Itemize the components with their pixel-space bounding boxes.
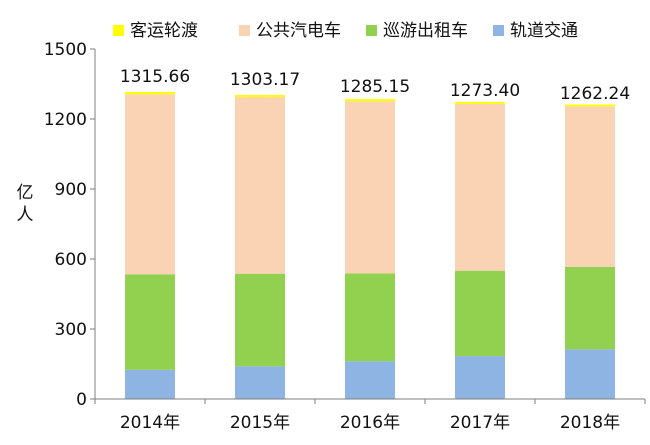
total-label: 1303.17 [230, 70, 300, 90]
legend-swatch [113, 25, 124, 36]
total-label: 1285.15 [340, 77, 410, 97]
bar-segment [125, 274, 175, 370]
bar-segment [235, 94, 285, 98]
x-tick-label: 2014年 [120, 413, 180, 433]
total-label: 1262.24 [560, 84, 630, 104]
bar-segment [345, 101, 395, 274]
x-tick-label: 2018年 [560, 413, 620, 433]
bar-segment [565, 349, 615, 399]
x-tick-label: 2015年 [230, 413, 290, 433]
bar-segment [455, 103, 505, 271]
y-axis-label: 亿人 [17, 183, 34, 225]
legend-swatch [239, 25, 250, 36]
y-tick-label: 600 [55, 250, 87, 270]
bar-segment [565, 104, 615, 107]
bar-segment [125, 92, 175, 95]
total-labels: 1315.66 1303.17 1285.15 1273.40 1262.24 [120, 67, 630, 104]
bar-segment [235, 97, 285, 274]
y-tick-label: 1500 [44, 40, 87, 60]
y-tick-label: 1200 [44, 110, 87, 130]
legend: 客运轮渡 公共汽电车 巡游出租车 轨道交通 [113, 21, 578, 41]
bar-segment [235, 273, 285, 367]
legend-label: 客运轮渡 [130, 21, 198, 41]
total-label: 1273.40 [450, 81, 520, 101]
y-tick-label: 900 [55, 180, 87, 200]
bar-segment [125, 369, 175, 399]
y-axis-label-char: 人 [17, 205, 34, 225]
legend-label: 轨道交通 [510, 21, 578, 41]
bar-segment [455, 270, 505, 357]
legend-label: 公共汽电车 [256, 21, 341, 41]
legend-label: 巡游出租车 [383, 21, 468, 41]
y-tick-label: 300 [55, 320, 87, 340]
y-tick-label: 0 [76, 390, 87, 410]
x-tick-label: 2017年 [450, 413, 510, 433]
bar-segment [455, 356, 505, 399]
x-tick-label: 2016年 [340, 413, 400, 433]
legend-swatch [493, 25, 504, 36]
bars [125, 92, 615, 399]
bar-segment [565, 106, 615, 267]
x-axis: 2014年 2015年 2016年 2017年 2018年 [94, 398, 646, 433]
legend-swatch [366, 25, 377, 36]
bar-segment [345, 99, 395, 102]
bar-segment [235, 366, 285, 399]
bar-segment [125, 94, 175, 275]
bar-segment [565, 266, 615, 350]
bar-segment [455, 101, 505, 104]
bar-segment [345, 273, 395, 362]
total-label: 1315.66 [120, 67, 190, 87]
bar-segment [345, 361, 395, 399]
y-axis: 0 300 600 900 1200 1500 [44, 40, 96, 410]
y-axis-label-char: 亿 [17, 183, 34, 203]
